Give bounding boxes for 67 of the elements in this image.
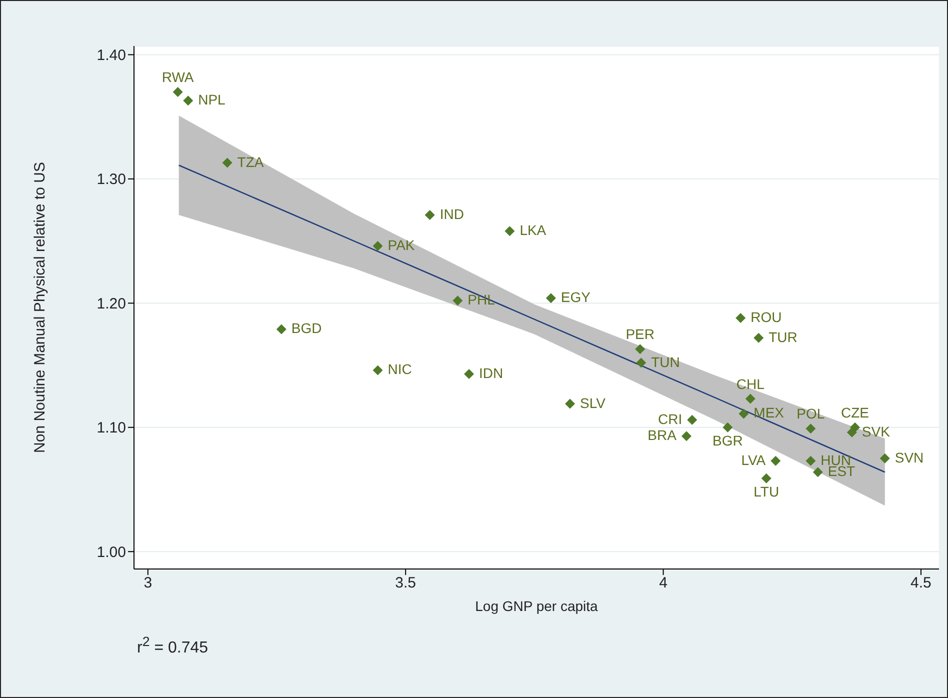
- point: [222, 158, 232, 168]
- annotation: BGD: [291, 320, 322, 336]
- y-tick-label: 1.00: [96, 544, 126, 561]
- point: [504, 226, 515, 236]
- annotation: SVN: [894, 449, 924, 466]
- point: [636, 358, 646, 368]
- annotation: PAK: [388, 237, 416, 254]
- y-tick-label: 1.40: [96, 47, 126, 64]
- point: [372, 241, 383, 252]
- annotation: SLV: [580, 394, 606, 411]
- annotation: ROU: [750, 309, 782, 326]
- y-tick-label: 1.20: [96, 295, 126, 312]
- annotation: LKA: [520, 222, 547, 238]
- annotation: BRA: [648, 427, 678, 444]
- x-tick-label: 3.5: [395, 574, 416, 592]
- annotation: CZE: [840, 404, 869, 420]
- annotation: CRI: [658, 410, 682, 427]
- point: [424, 210, 435, 220]
- point: [687, 414, 698, 425]
- annotation: TUN: [651, 354, 680, 370]
- point: [738, 408, 749, 419]
- point: [464, 368, 474, 379]
- annotation: PER: [626, 326, 654, 342]
- x-tick-label: 4: [659, 574, 668, 592]
- x-tick-label: 3: [144, 574, 152, 592]
- point: [276, 324, 286, 334]
- annotation: LTU: [754, 483, 780, 500]
- annotation: POL: [796, 406, 825, 422]
- point: [635, 344, 646, 354]
- point: [172, 86, 183, 97]
- annotation: NIC: [388, 361, 412, 378]
- annotation: SVK: [862, 423, 891, 440]
- point: [846, 427, 857, 438]
- annotation: TZA: [237, 154, 264, 170]
- point: [565, 398, 575, 409]
- point: [183, 96, 194, 106]
- annotation: RWA: [162, 68, 194, 85]
- y-tick-label: 1.10: [96, 420, 126, 437]
- annotation: PHL: [468, 292, 496, 308]
- annotation: LVA: [741, 452, 766, 468]
- point: [372, 365, 383, 376]
- point: [745, 394, 756, 404]
- point: [806, 456, 816, 466]
- annotation: EGY: [560, 289, 592, 306]
- point: [452, 296, 463, 306]
- point: [761, 473, 772, 484]
- point: [736, 313, 746, 324]
- point: [681, 431, 692, 442]
- point: [806, 424, 816, 434]
- annotation: IND: [440, 206, 464, 222]
- annotation: CHL: [736, 376, 765, 392]
- annotation: MEX: [754, 404, 785, 421]
- annotation: BGR: [712, 432, 743, 448]
- point: [722, 422, 733, 432]
- text: r$^{2}$ = 0.745: [137, 634, 208, 658]
- point: [812, 467, 823, 478]
- point: [546, 293, 556, 304]
- annotation: IDN: [478, 364, 504, 381]
- annotation: TUR: [768, 328, 798, 345]
- x-axis-title: Log GNP per capita: [475, 598, 598, 614]
- point: [754, 332, 764, 343]
- y-axis-title: Non Noutine Manual Physical relative to US: [31, 162, 48, 453]
- point: [880, 453, 890, 464]
- y-tick-label: 1.30: [96, 171, 126, 188]
- point: [770, 456, 781, 466]
- x-tick-label: 4.5: [910, 574, 932, 592]
- annotation: NPL: [198, 92, 226, 108]
